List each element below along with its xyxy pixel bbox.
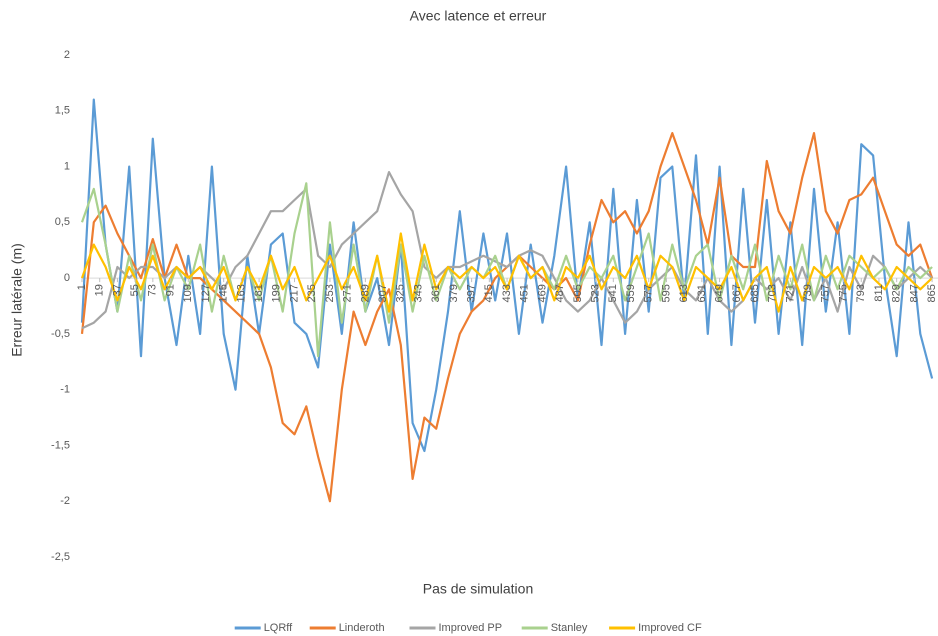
x-tick-label: 253 [324,284,336,302]
x-tick-label: 397 [466,284,478,302]
x-tick-label: 685 [749,284,761,302]
legend-label: Linderoth [339,622,385,634]
x-tick-label: 73 [147,284,159,296]
x-tick-label: 703 [767,284,779,302]
x-tick-label: 181 [253,284,265,302]
x-tick-label: 595 [660,284,672,302]
series-line [80,232,933,313]
legend-label: Improved CF [638,622,702,634]
y-tick-label: 2 [64,49,70,61]
x-tick-label: 109 [182,284,194,302]
y-tick-label: 0 [64,272,70,284]
legend-label: Stanley [551,622,588,634]
x-tick-label: 307 [377,284,389,302]
x-tick-label: 289 [359,284,371,302]
x-tick-label: 667 [731,284,743,302]
x-tick-label: 721 [784,284,796,302]
x-tick-label: 343 [412,284,424,302]
x-tick-label: 847 [908,284,920,302]
x-tick-label: 865 [926,284,938,302]
x-tick-label: 55 [129,284,141,296]
x-tick-label: 127 [200,284,212,302]
y-tick-label: 0,5 [55,216,70,228]
x-tick-label: 631 [696,284,708,302]
x-tick-label: 775 [837,284,849,302]
y-tick-label: -0,5 [51,328,70,340]
x-tick-label: 523 [590,284,602,302]
legend-label: Improved PP [439,622,503,634]
x-tick-label: 217 [288,284,300,302]
x-tick-label: 361 [430,284,442,302]
x-tick-label: 739 [802,284,814,302]
x-tick-label: 37 [111,284,123,296]
x-tick-label: 325 [395,284,407,302]
x-tick-label: 271 [342,284,354,302]
x-tick-label: 163 [235,284,247,302]
y-tick-label: 1,5 [55,105,70,117]
legend-label: LQRff [264,622,293,634]
x-tick-label: 505 [572,284,584,302]
x-tick-label: 811 [873,284,885,302]
x-tick-label: 415 [483,284,495,302]
x-tick-label: 649 [713,284,725,302]
x-tick-label: 433 [501,284,513,302]
x-tick-label: 829 [891,284,903,302]
chart-title: Avec latence et erreur [410,8,547,24]
x-tick-label: 487 [554,284,566,302]
x-tick-label: 1 [76,284,88,290]
x-tick-label: 559 [625,284,637,302]
x-axis-title: Pas de simulation [423,581,534,597]
series-line [80,98,934,453]
x-tick-label: 379 [448,284,460,302]
x-tick-label: 451 [519,284,531,302]
y-axis-title: Erreur latérale (m) [9,243,25,357]
x-tick-label: 613 [678,284,690,302]
x-tick-label: 145 [218,284,230,302]
x-tick-label: 541 [607,284,619,302]
x-tick-label: 469 [536,284,548,302]
x-tick-label: 199 [271,284,283,302]
y-tick-label: -1,5 [51,439,70,451]
series-line [81,171,933,330]
y-tick-label: 1 [64,160,70,172]
x-tick-label: 793 [855,284,867,302]
y-tick-label: -2 [60,495,70,507]
y-tick-label: -1 [60,384,70,396]
x-tick-label: 235 [306,284,318,302]
y-tick-label: -2,5 [51,551,70,563]
x-tick-label: 91 [164,284,176,296]
x-tick-label: 577 [643,284,655,302]
x-tick-label: 19 [94,284,106,296]
x-tick-label: 757 [820,284,832,302]
